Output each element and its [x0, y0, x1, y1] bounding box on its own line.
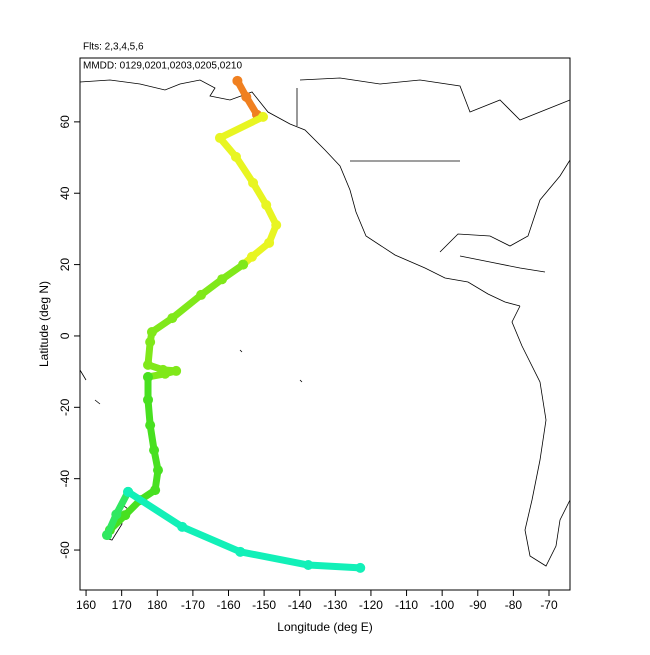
y-tick-label: -40 — [58, 470, 72, 488]
y-tick-label: -60 — [58, 541, 72, 559]
x-tick-label: 160 — [76, 598, 96, 612]
track-point — [246, 251, 257, 262]
track-point — [230, 151, 241, 162]
y-tick-label: 20 — [58, 258, 72, 272]
title: Flts: 2,3,4,5,6 — [83, 42, 144, 53]
x-tick-label: -70 — [540, 598, 558, 612]
track-point — [152, 465, 163, 476]
track-point — [214, 132, 225, 143]
track-point — [123, 486, 134, 497]
plot-frame — [79, 57, 571, 591]
track-point — [102, 530, 113, 541]
track-point — [171, 365, 182, 376]
track-point — [146, 327, 157, 338]
track-line — [103, 373, 162, 539]
x-tick-label: -100 — [430, 598, 454, 612]
y-tick-label: 40 — [58, 186, 72, 200]
x-axis-label: Longitude (deg E) — [277, 620, 372, 634]
y-tick-label: -20 — [58, 398, 72, 416]
x-tick-label: 170 — [112, 598, 132, 612]
track-point — [120, 510, 131, 521]
x-tick-label: -170 — [181, 598, 205, 612]
track-point — [258, 111, 269, 122]
x-tick-label: -140 — [288, 598, 312, 612]
track-point — [143, 371, 154, 382]
track-point — [177, 521, 188, 532]
track-point — [145, 337, 156, 348]
track-point — [149, 445, 160, 456]
track-point — [303, 560, 314, 571]
y-tick-label: 0 — [58, 332, 72, 339]
track-point — [143, 359, 154, 370]
track-point — [167, 313, 178, 324]
x-tick-label: -150 — [252, 598, 276, 612]
x-tick-label: -120 — [359, 598, 383, 612]
track-point — [261, 200, 272, 211]
track-point — [235, 546, 246, 557]
track-point — [241, 91, 252, 102]
track-point — [217, 274, 228, 285]
track-point — [111, 509, 122, 520]
track-point — [355, 562, 366, 573]
x-tick-label: -90 — [469, 598, 487, 612]
track-point — [271, 219, 282, 230]
track-point — [238, 259, 249, 270]
track-point — [150, 485, 161, 496]
x-tick-label: -160 — [216, 598, 240, 612]
x-tick-label: -130 — [323, 598, 347, 612]
y-tick-label: 60 — [58, 115, 72, 129]
track-point — [248, 177, 259, 188]
x-tick-label: -80 — [505, 598, 523, 612]
track-point — [143, 394, 154, 405]
track-point — [264, 237, 275, 248]
track-point — [160, 368, 171, 379]
y-axis-label: Latitude (deg N) — [37, 281, 51, 367]
track-point — [145, 420, 156, 431]
x-tick-label: -110 — [395, 598, 418, 612]
track-point — [232, 75, 243, 86]
subtitle: MMDD: 0129,0201,0203,0205,0210 — [83, 61, 242, 72]
track-point — [196, 289, 207, 300]
x-tick-label: 180 — [147, 598, 167, 612]
